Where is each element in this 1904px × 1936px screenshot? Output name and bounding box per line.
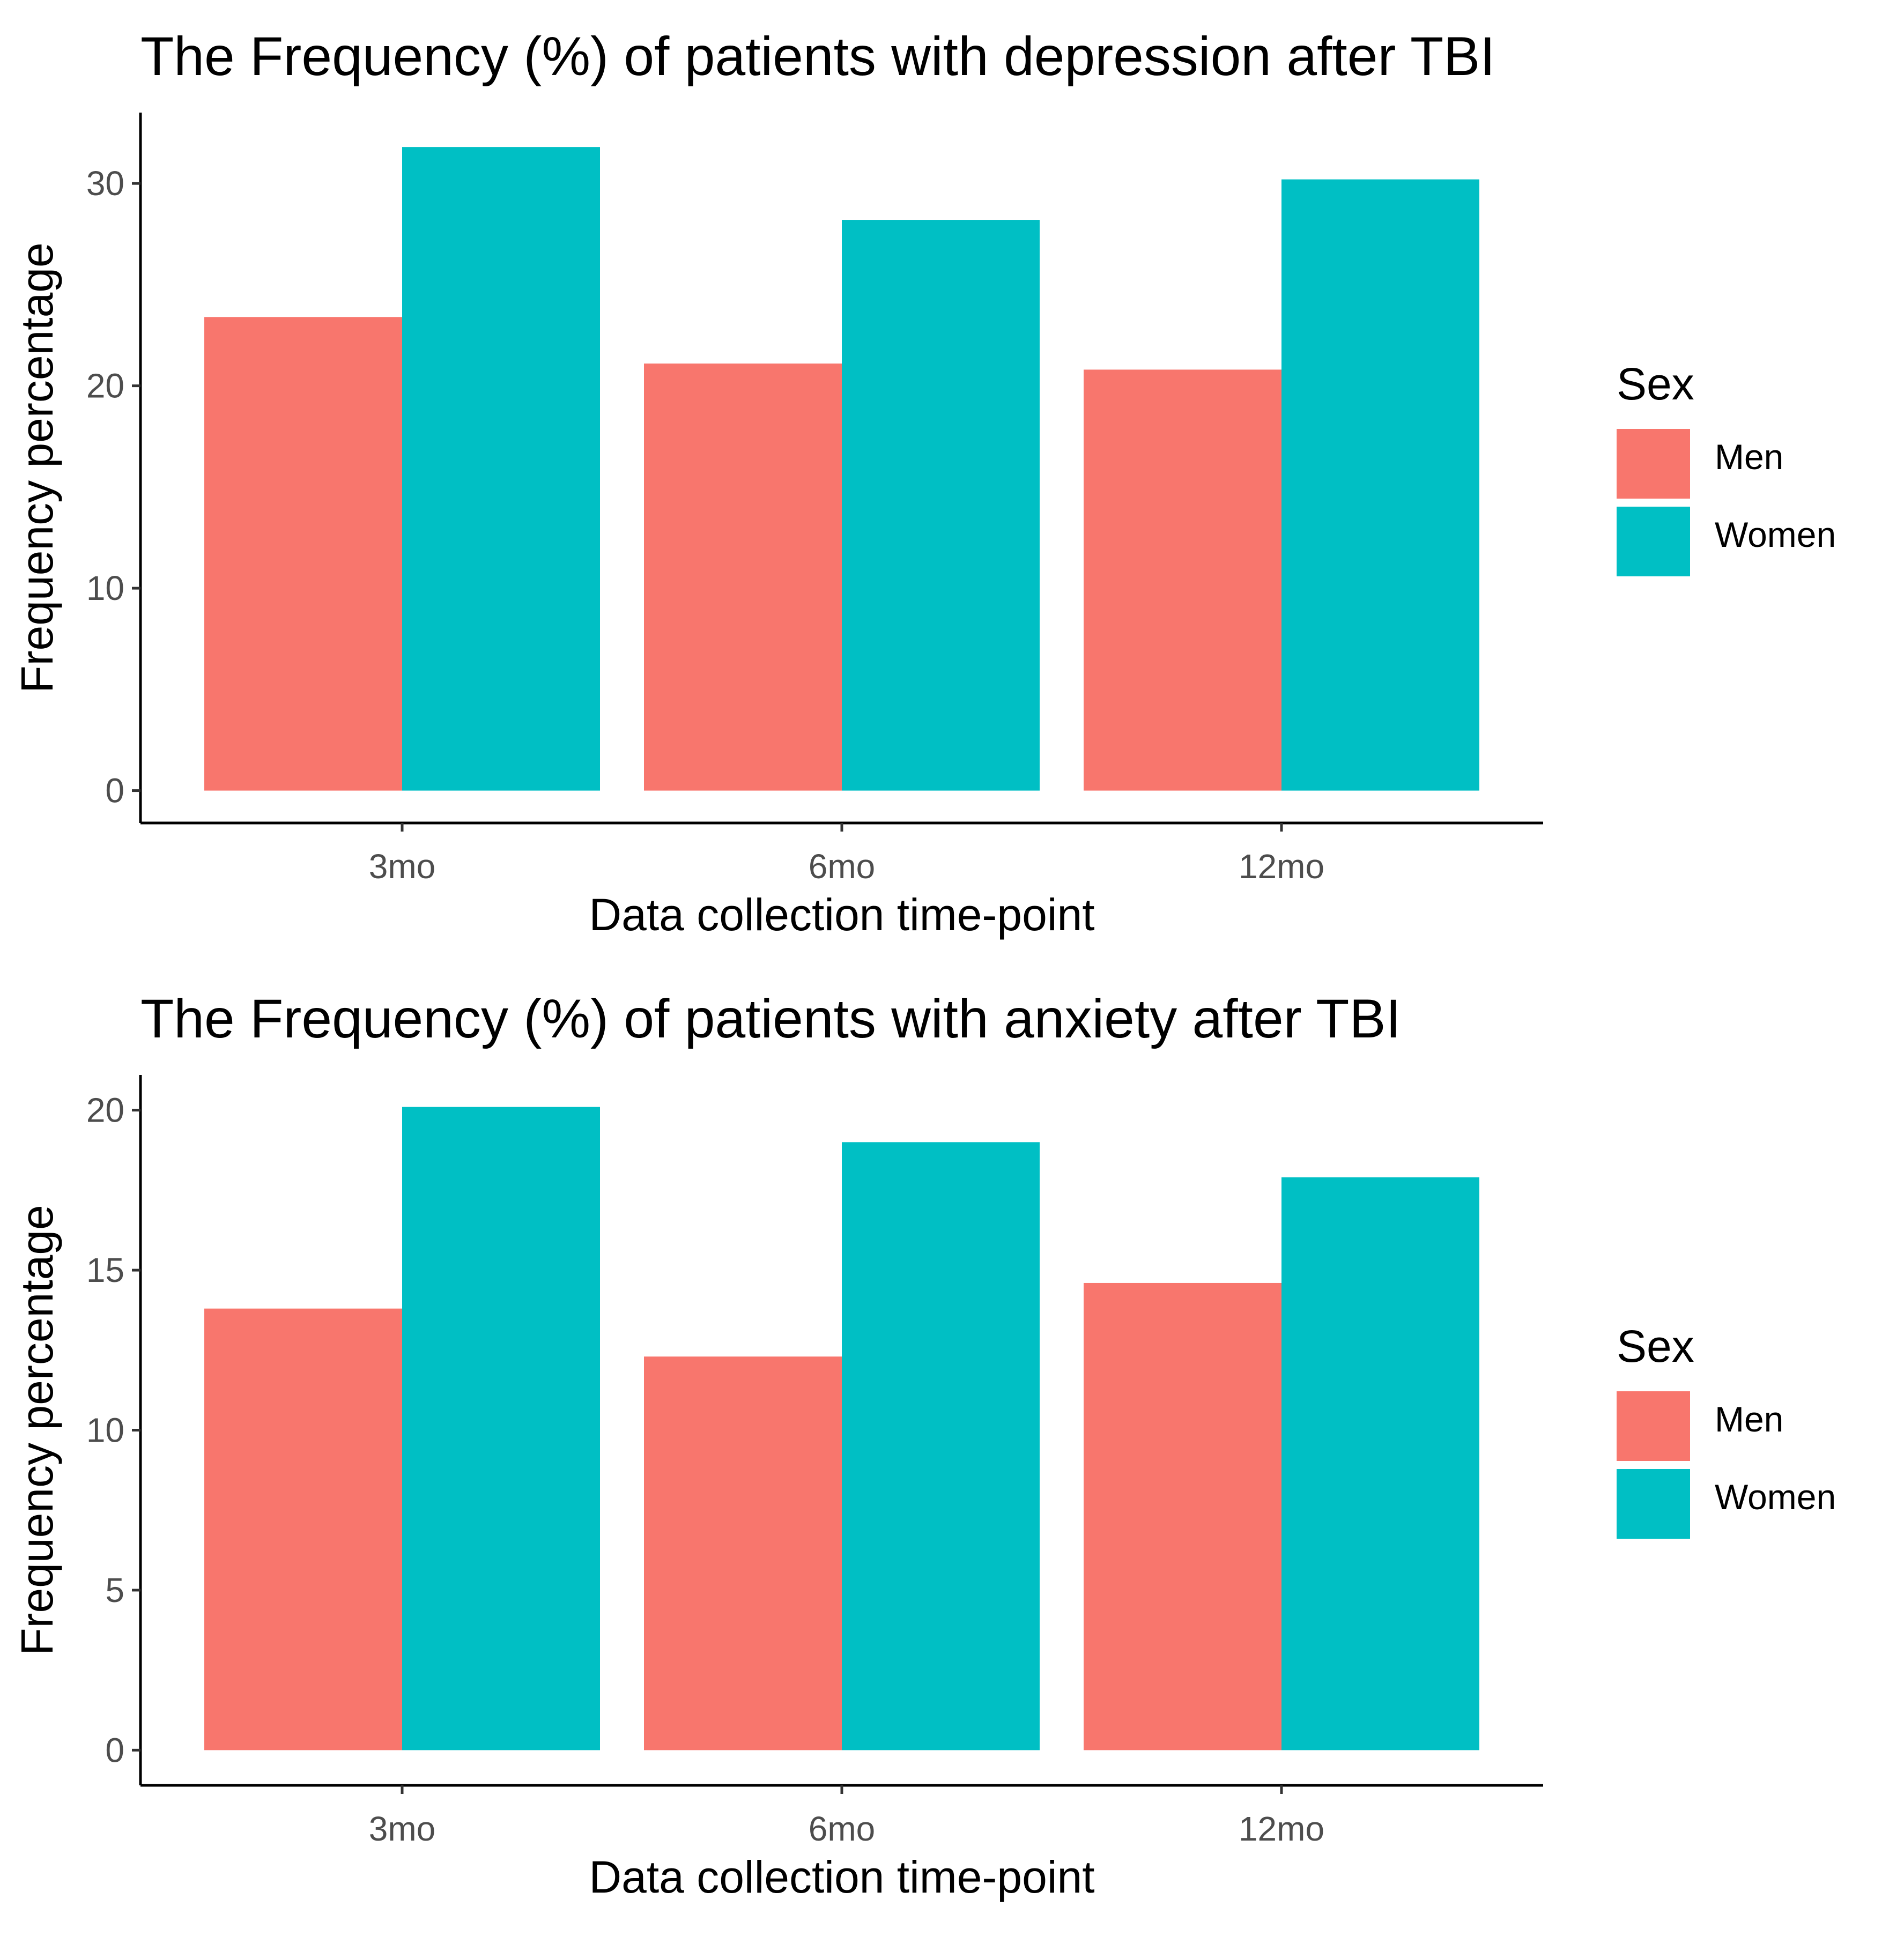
chart-title: The Frequency (%) of patients with depre… <box>140 26 1495 87</box>
x-tick-label: 12mo <box>1239 847 1324 886</box>
bar-women-12mo <box>1281 1177 1479 1750</box>
legend-label-women: Women <box>1715 1477 1836 1517</box>
y-tick-label: 0 <box>105 1731 124 1769</box>
y-tick-label: 20 <box>86 1091 124 1130</box>
y-tick-label: 15 <box>86 1251 124 1289</box>
x-tick-label: 6mo <box>809 847 876 886</box>
y-tick-label: 10 <box>86 1411 124 1450</box>
y-tick-label: 20 <box>86 367 124 405</box>
bar-men-6mo <box>644 364 842 791</box>
x-tick-label: 6mo <box>809 1809 876 1848</box>
legend-title: Sex <box>1617 359 1694 409</box>
legend-key-women <box>1617 507 1690 576</box>
chart-panel-2: The Frequency (%) of patients with anxie… <box>12 988 1836 1902</box>
y-tick-label: 0 <box>105 772 124 810</box>
x-axis-title: Data collection time-point <box>589 889 1094 940</box>
bar-women-6mo <box>842 1142 1040 1750</box>
x-tick-label: 3mo <box>369 1809 436 1848</box>
bar-men-12mo <box>1084 369 1281 791</box>
y-axis-title: Frequency percentage <box>12 242 62 693</box>
bar-men-3mo <box>204 1308 402 1750</box>
bar-men-6mo <box>644 1356 842 1750</box>
legend: Sex Men Women <box>1617 1321 1836 1539</box>
x-axis-title: Data collection time-point <box>589 1852 1094 1902</box>
chart-panel-1: The Frequency (%) of patients with depre… <box>12 26 1836 940</box>
x-tick-label: 3mo <box>369 847 436 886</box>
bar-women-6mo <box>842 220 1040 791</box>
bar-men-3mo <box>204 317 402 791</box>
legend-key-men <box>1617 429 1690 499</box>
chart-title: The Frequency (%) of patients with anxie… <box>140 988 1401 1049</box>
y-tick-label: 10 <box>86 569 124 607</box>
y-axis-title: Frequency percentage <box>12 1205 62 1656</box>
legend-key-men <box>1617 1391 1690 1461</box>
legend-label-men: Men <box>1715 437 1783 477</box>
bar-women-12mo <box>1281 179 1479 791</box>
bar-women-3mo <box>402 1107 600 1750</box>
bar-women-3mo <box>402 147 600 791</box>
legend-key-women <box>1617 1469 1690 1539</box>
legend-title: Sex <box>1617 1321 1694 1371</box>
x-tick-label: 12mo <box>1239 1809 1324 1848</box>
y-tick-label: 5 <box>105 1571 124 1609</box>
legend-label-women: Women <box>1715 515 1836 554</box>
bar-men-12mo <box>1084 1282 1281 1750</box>
legend: Sex Men Women <box>1617 359 1836 576</box>
legend-label-men: Men <box>1715 1399 1783 1439</box>
y-tick-label: 30 <box>86 164 124 203</box>
